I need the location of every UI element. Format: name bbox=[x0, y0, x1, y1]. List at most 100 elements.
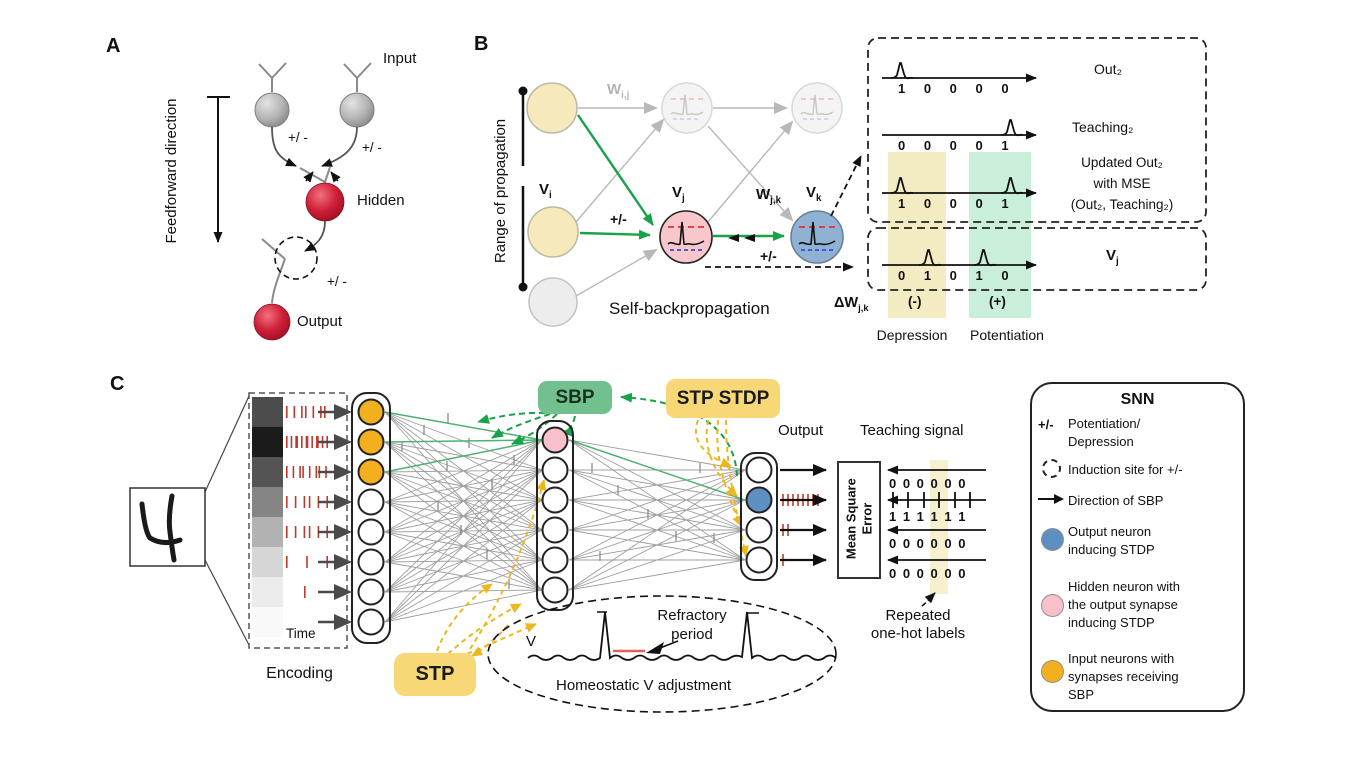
delta-wjk-label: ΔWj,k bbox=[834, 295, 869, 313]
hidden-neuron-inactive bbox=[661, 82, 713, 134]
encoding-spike-trains bbox=[285, 406, 329, 598]
input-neuron-inactive bbox=[528, 277, 578, 327]
input-layer-box bbox=[351, 392, 391, 644]
output-neuron-icon bbox=[1041, 528, 1064, 551]
input-neuron-vi bbox=[527, 206, 579, 258]
plus-minus-label: +/ - bbox=[362, 140, 382, 155]
potentiation-label: Potentiation bbox=[970, 327, 1044, 343]
panel-a-graphics bbox=[207, 62, 375, 341]
repeated-one-hot-label: Repeated one-hot labels bbox=[870, 607, 966, 642]
feedforward-direction-label: Feedforward direction bbox=[163, 98, 180, 244]
membrane-v-label: V bbox=[526, 633, 537, 650]
encoding-box bbox=[248, 392, 348, 649]
teaching-row-bits: 0 0 0 0 0 0 bbox=[889, 536, 966, 551]
output-neuron-vk bbox=[790, 210, 844, 264]
spike-ticks bbox=[401, 413, 715, 589]
output-column-label: Output bbox=[778, 422, 824, 439]
stp-stdp-badge: STP STDP bbox=[666, 379, 780, 418]
hidden-layer-neurons bbox=[541, 426, 569, 604]
hidden-neuron bbox=[305, 182, 345, 222]
homeostatic-ellipse bbox=[487, 595, 837, 713]
hidden-neuron-vj bbox=[659, 210, 713, 264]
mnist-digit-4 bbox=[139, 493, 183, 563]
output-neuron bbox=[253, 303, 291, 341]
teaching-row-bits: 1 1 1 1 1 1 bbox=[889, 509, 966, 524]
legend-item-hidden-neuron: Hidden neuron with the output synapse in… bbox=[1068, 579, 1181, 631]
panel-b-label: B bbox=[474, 33, 489, 55]
dashed-circle-icon bbox=[1042, 459, 1061, 478]
vj-label: Vj bbox=[672, 184, 685, 204]
membrane-potential-trace bbox=[527, 611, 837, 661]
sbp-direction-arrowhead bbox=[728, 234, 739, 242]
vj-row-label: Vj bbox=[1106, 247, 1119, 267]
sbp-direction-arrowhead bbox=[744, 234, 755, 242]
hidden-neuron-icon bbox=[1041, 594, 1064, 617]
updated-out2-label: Updated Out₂ with MSE (Out₂, Teaching₂) bbox=[1070, 155, 1174, 212]
potentiation-tag: (+) bbox=[989, 294, 1006, 309]
input-neuron-left bbox=[254, 92, 290, 128]
updated-out2-bits: 1 0 0 0 1 bbox=[898, 196, 1009, 211]
mse-label: Mean Square Error bbox=[843, 478, 874, 560]
input-layer-neurons bbox=[357, 398, 385, 636]
legend-item-induction-site: Induction site for +/- bbox=[1068, 462, 1183, 477]
plus-minus-label: +/- bbox=[610, 211, 627, 227]
wjk-label: Wj,k bbox=[756, 186, 782, 206]
teaching-row-bits: 0 0 0 0 0 0 bbox=[889, 476, 966, 491]
self-backpropagation-label: Self-backpropagation bbox=[609, 299, 770, 318]
plus-minus-icon: +/- bbox=[1038, 417, 1054, 432]
output-layer-box bbox=[740, 452, 778, 581]
legend-item-direction-of-sbp: Direction of SBP bbox=[1068, 493, 1164, 508]
legend-item-input-neurons: Input neurons with synapses receiving SB… bbox=[1068, 651, 1179, 703]
vk-label: Vk bbox=[806, 184, 822, 204]
depression-tag: (-) bbox=[908, 294, 922, 309]
input-label: Input bbox=[383, 50, 417, 67]
legend-item-output-neuron: Output neuron inducing STDP bbox=[1068, 524, 1155, 558]
grayscale-gradient bbox=[252, 397, 283, 637]
teaching-signal-lines bbox=[887, 465, 986, 565]
sbp-connections bbox=[384, 411, 746, 501]
refractory-period-label: Refractory period bbox=[657, 607, 727, 643]
wij-label: Wi,j bbox=[607, 81, 630, 101]
hidden-label: Hidden bbox=[357, 192, 405, 209]
panel-b-graphics bbox=[518, 37, 1207, 327]
input-neuron-vi-top bbox=[526, 82, 578, 134]
plus-minus-label: +/- bbox=[760, 248, 777, 264]
output-label: Output bbox=[297, 313, 343, 330]
induction-site-circle bbox=[274, 236, 318, 280]
encoding-label: Encoding bbox=[266, 665, 333, 682]
mse-box bbox=[837, 461, 881, 579]
legend-title: SNN bbox=[1120, 391, 1155, 408]
teaching-row-bits: 0 0 0 0 0 0 bbox=[889, 566, 966, 581]
out2-bits: 1 0 0 0 0 bbox=[898, 81, 1009, 96]
panel-c-graphics bbox=[129, 392, 986, 713]
refractory-arrowhead bbox=[646, 642, 664, 654]
depression-label: Depression bbox=[876, 327, 948, 343]
hidden-layer-box bbox=[536, 420, 574, 611]
teaching-signal-label: Teaching signal bbox=[860, 422, 964, 439]
network-connections bbox=[384, 411, 746, 623]
encoding-arrows bbox=[318, 404, 352, 630]
mse-input-arrows bbox=[780, 464, 827, 566]
snn-legend: SNN bbox=[1030, 382, 1245, 712]
teaching2-bits: 0 0 0 0 1 bbox=[898, 138, 1009, 153]
plus-minus-label: +/ - bbox=[288, 130, 308, 145]
input-neuron-right bbox=[339, 92, 375, 128]
range-of-propagation-label: Range of propagation bbox=[492, 118, 509, 264]
output-neuron-inactive bbox=[791, 82, 843, 134]
vj-bits: 0 1 0 1 0 bbox=[898, 268, 1009, 283]
vi-label: Vi bbox=[539, 181, 552, 201]
panel-a-label: A bbox=[106, 35, 121, 57]
panel-c-label: C bbox=[110, 373, 125, 395]
stp-badge: STP bbox=[394, 653, 476, 696]
plus-minus-label: +/ - bbox=[327, 274, 347, 289]
out2-label: Out₂ bbox=[1094, 61, 1122, 77]
sbp-direction-arrow-icon bbox=[1038, 494, 1064, 504]
sbp-badge: SBP bbox=[538, 381, 612, 414]
legend-item-potentiation-depression: Potentiation/ Depression bbox=[1068, 416, 1141, 450]
teaching2-label: Teaching₂ bbox=[1072, 119, 1134, 135]
output-layer-neurons bbox=[745, 456, 773, 574]
homeostatic-label: Homeostatic V adjustment bbox=[556, 677, 732, 694]
input-neuron-icon bbox=[1041, 660, 1064, 683]
time-label: Time bbox=[286, 626, 316, 641]
